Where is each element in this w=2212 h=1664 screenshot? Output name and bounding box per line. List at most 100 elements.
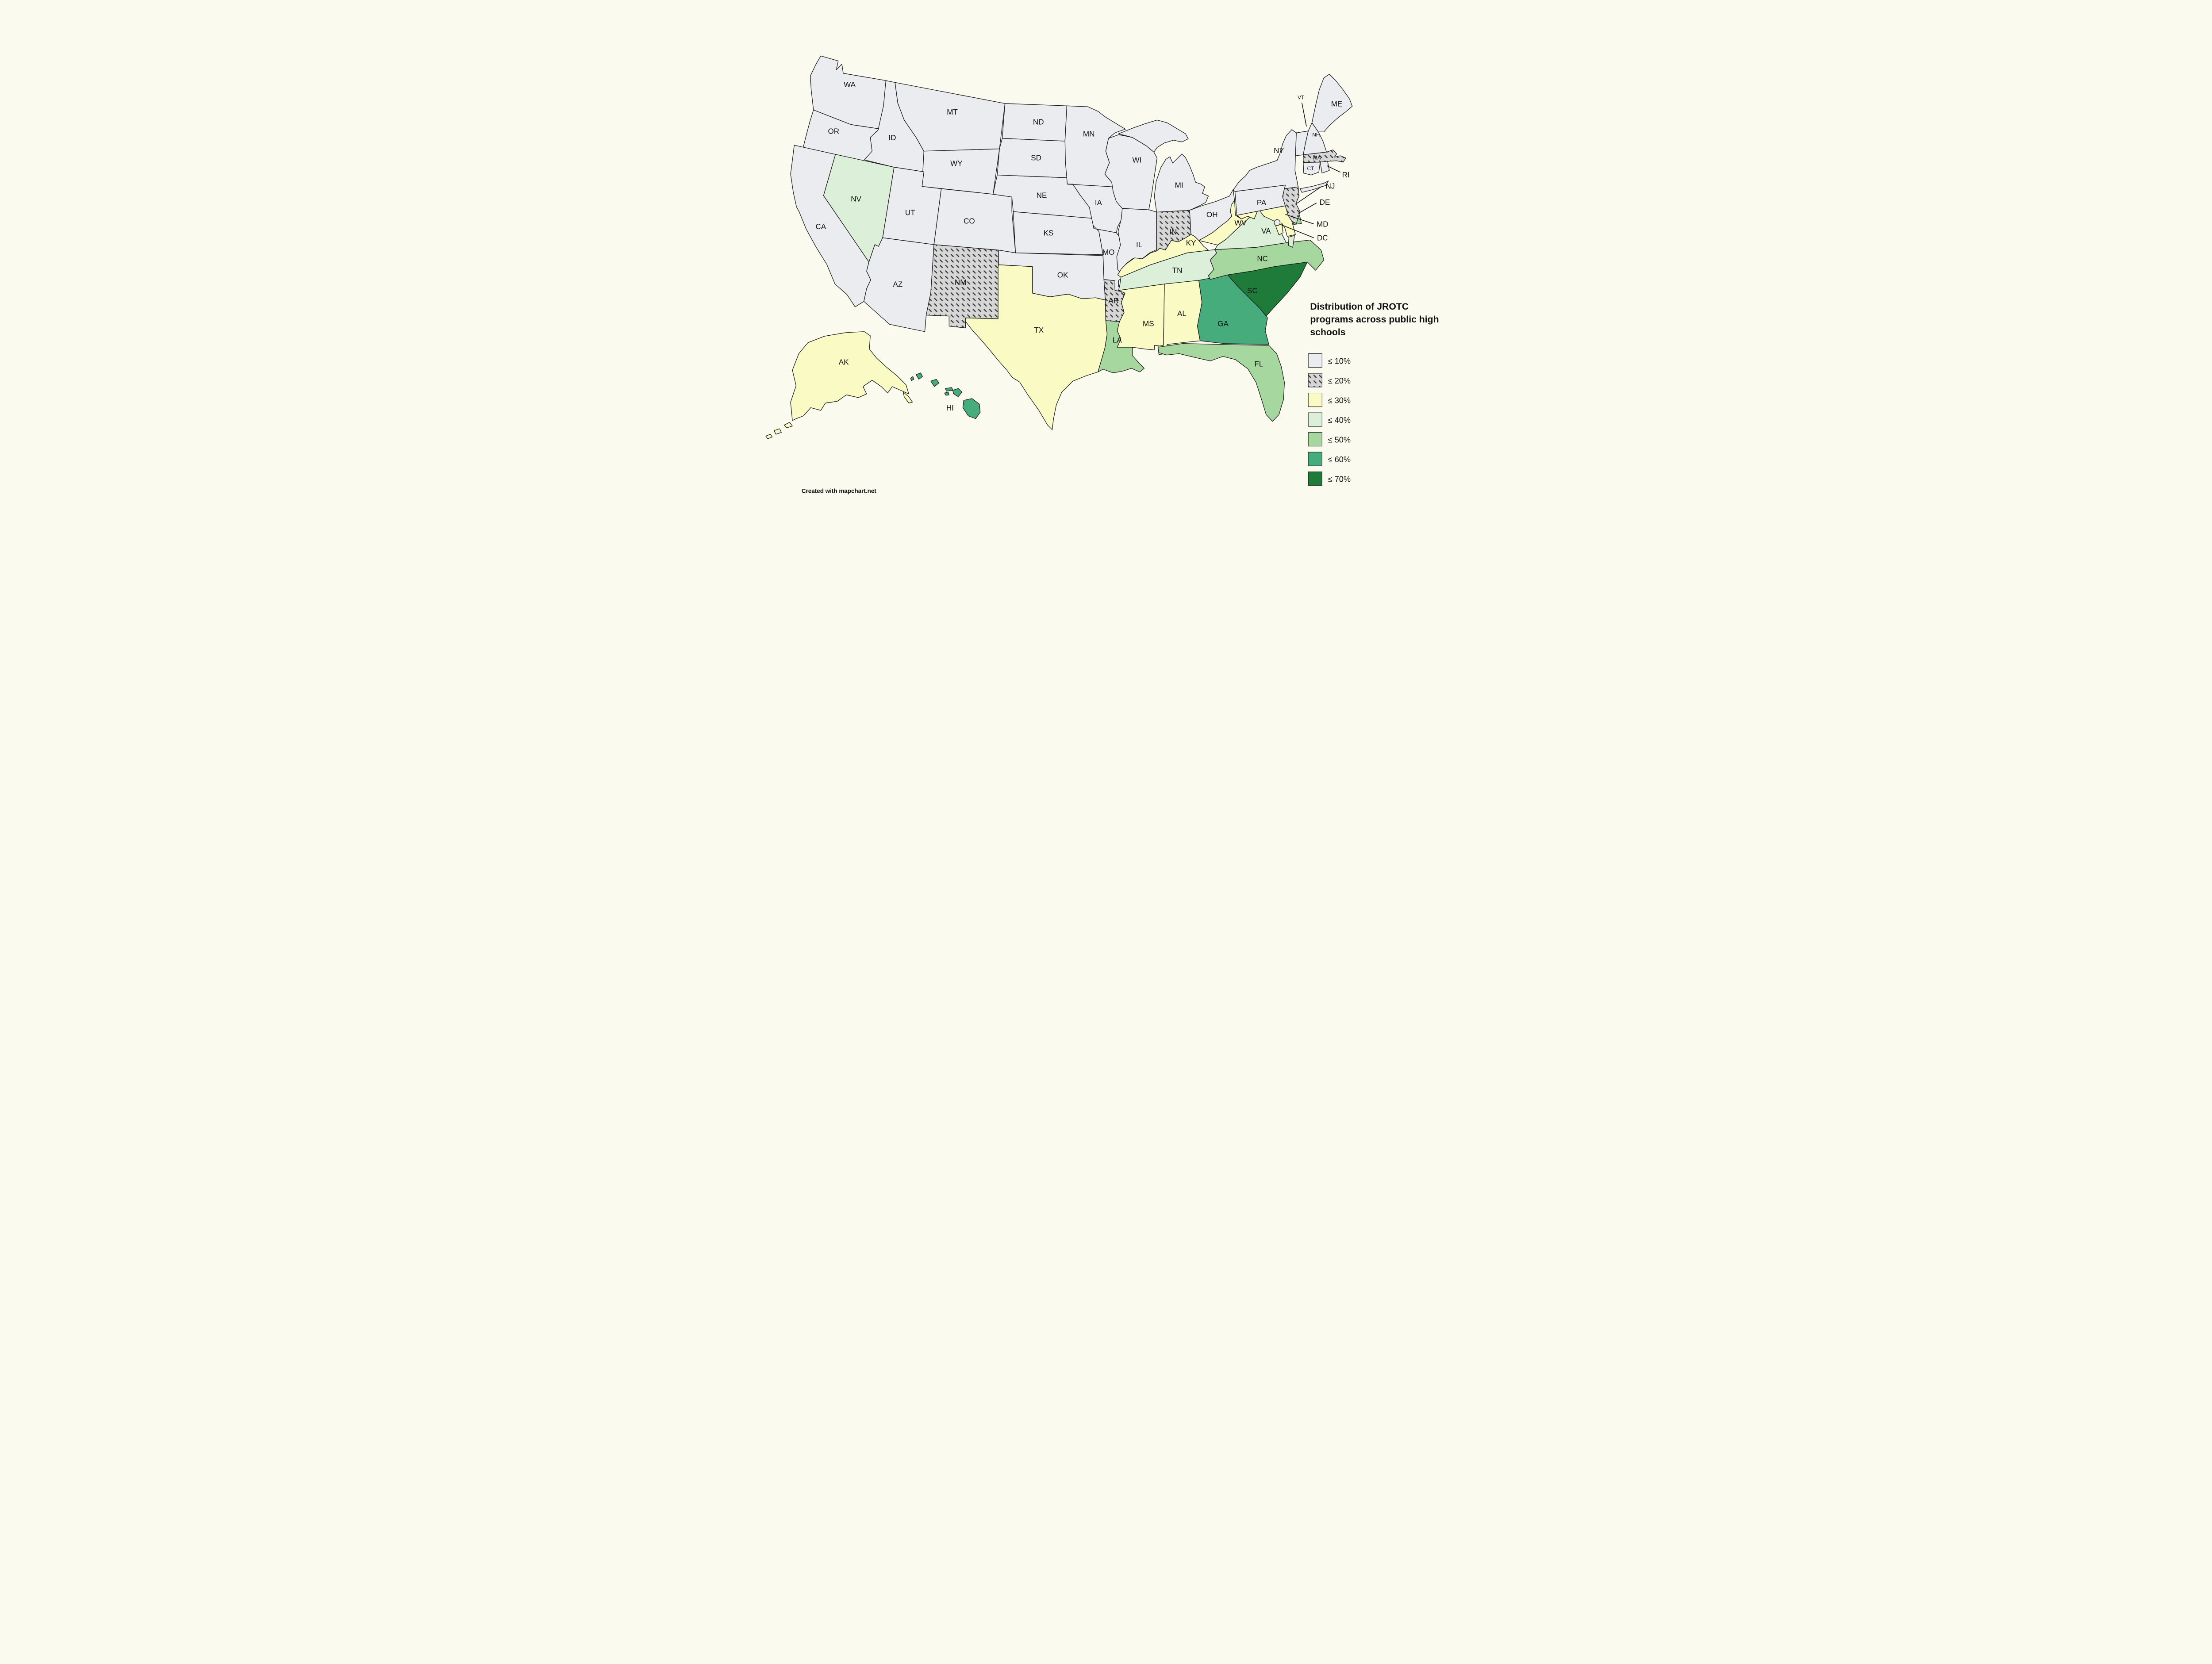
state-label-in: IN: [1169, 228, 1177, 236]
legend-label-50: ≤ 50%: [1328, 435, 1351, 444]
state-label-ca: CA: [815, 222, 826, 231]
state-label-ms: MS: [1143, 319, 1154, 328]
legend-title-line3: schools: [1310, 327, 1345, 337]
state-hi-niihau[interactable]: [910, 376, 914, 381]
leader-line-md: [1285, 214, 1314, 225]
legend-title-line2: programs across public high: [1310, 314, 1439, 325]
legend-swatch-70: [1308, 472, 1322, 486]
state-mi-upper[interactable]: [1118, 119, 1189, 153]
state-label-ri: RI: [1342, 171, 1350, 179]
state-label-wy: WY: [950, 159, 963, 168]
state-hi-bigisland[interactable]: [962, 398, 981, 419]
attribution-footer: Created with mapchart.net: [802, 487, 876, 494]
state-nj[interactable]: [1282, 186, 1301, 224]
state-label-mt: MT: [947, 108, 958, 116]
legend-label-10: ≤ 10%: [1328, 357, 1351, 365]
state-label-ks: KS: [1044, 229, 1054, 237]
state-label-or: OR: [828, 127, 840, 135]
state-dc[interactable]: [1274, 219, 1281, 226]
state-me[interactable]: [1311, 74, 1353, 132]
state-va-shore[interactable]: [1288, 235, 1295, 248]
state-ak-island-2[interactable]: [774, 428, 782, 435]
state-label-wv: WV: [1234, 219, 1247, 227]
state-ny-longisland[interactable]: [1299, 180, 1329, 193]
state-label-mn: MN: [1083, 130, 1095, 138]
state-label-tx: TX: [1034, 326, 1044, 334]
state-label-ar: AR: [1108, 297, 1119, 305]
state-label-ne: NE: [1037, 191, 1047, 199]
state-ak-island-3[interactable]: [765, 434, 773, 439]
state-hi-lanai[interactable]: [944, 391, 949, 396]
state-label-oh: OH: [1206, 211, 1218, 219]
state-ak[interactable]: [790, 331, 909, 421]
state-md[interactable]: [1237, 205, 1296, 237]
legend-swatch-50: [1308, 432, 1322, 447]
state-nc[interactable]: [1208, 240, 1325, 280]
state-label-fl: FL: [1254, 360, 1263, 368]
legend: Distribution of JROTC programs across pu…: [1308, 302, 1439, 486]
state-label-sd: SD: [1031, 153, 1041, 162]
us-choropleth-map: WA OR CA NV ID MT WY UT CO AZ NM TX OK K…: [752, 0, 1460, 504]
legend-swatch-60: [1308, 452, 1322, 466]
leader-line-ri: [1327, 165, 1341, 173]
state-labels-layer: WA OR CA NV ID MT WY UT CO AZ NM TX OK K…: [815, 81, 1342, 412]
state-mt[interactable]: [895, 82, 1006, 152]
state-label-nc: NC: [1257, 254, 1268, 263]
state-label-mo: MO: [1102, 248, 1115, 257]
state-label-nv: NV: [851, 195, 861, 203]
state-ak-island-1[interactable]: [783, 422, 793, 428]
state-label-ut: UT: [905, 209, 915, 217]
legend-swatch-10: [1308, 353, 1322, 368]
state-wy[interactable]: [922, 148, 1000, 195]
state-label-me: ME: [1331, 100, 1343, 108]
state-ny[interactable]: [1233, 129, 1299, 192]
legend-label-70: ≤ 70%: [1328, 475, 1351, 483]
state-label-ny: NY: [1274, 146, 1284, 155]
state-label-ma: MA: [1313, 154, 1321, 161]
state-label-ak: AK: [839, 358, 849, 366]
state-ri[interactable]: [1320, 161, 1330, 174]
state-hi-kauai[interactable]: [916, 372, 923, 380]
state-label-wa: WA: [844, 81, 856, 89]
leader-line-de: [1298, 203, 1317, 214]
state-label-ct: CT: [1307, 165, 1314, 172]
state-label-dc: DC: [1317, 234, 1328, 242]
state-mi[interactable]: [1154, 153, 1209, 213]
leader-line-nj: [1295, 186, 1322, 205]
state-label-tn: TN: [1172, 266, 1183, 275]
state-hi-molokai[interactable]: [945, 387, 953, 392]
state-label-ga: GA: [1217, 319, 1229, 328]
state-label-sc: SC: [1247, 287, 1258, 295]
state-label-nh: NH: [1312, 132, 1320, 138]
state-label-va: VA: [1261, 227, 1271, 235]
leader-line-dc: [1280, 224, 1314, 238]
state-label-id: ID: [888, 134, 896, 142]
state-label-nm: NM: [955, 278, 967, 287]
state-label-az: AZ: [893, 280, 902, 288]
legend-label-40: ≤ 40%: [1328, 416, 1351, 425]
legend-swatch-30: [1308, 393, 1322, 407]
state-hi-oahu[interactable]: [930, 379, 940, 387]
state-label-ia: IA: [1095, 199, 1102, 207]
legend-label-60: ≤ 60%: [1328, 455, 1351, 464]
state-label-hi: HI: [946, 404, 954, 412]
state-label-ky: KY: [1186, 239, 1196, 247]
state-label-mi: MI: [1175, 181, 1183, 190]
state-label-al: AL: [1177, 310, 1187, 318]
state-label-la: LA: [1113, 336, 1122, 345]
legend-label-30: ≤ 30%: [1328, 396, 1351, 405]
state-ct[interactable]: [1303, 161, 1321, 176]
state-label-wi: WI: [1132, 156, 1141, 165]
state-label-pa: PA: [1257, 199, 1267, 207]
state-label-nd: ND: [1033, 118, 1044, 127]
legend-swatch-20: [1308, 373, 1322, 387]
legend-label-20: ≤ 20%: [1328, 376, 1351, 385]
state-label-il: IL: [1136, 241, 1142, 249]
state-label-co: CO: [964, 217, 975, 225]
state-hi-maui[interactable]: [952, 388, 962, 397]
legend-title-line1: Distribution of JROTC: [1310, 302, 1409, 312]
state-label-ok: OK: [1057, 271, 1068, 280]
legend-swatch-40: [1308, 412, 1322, 427]
state-fl[interactable]: [1157, 343, 1285, 422]
state-ak-panhandle-island[interactable]: [903, 391, 913, 403]
